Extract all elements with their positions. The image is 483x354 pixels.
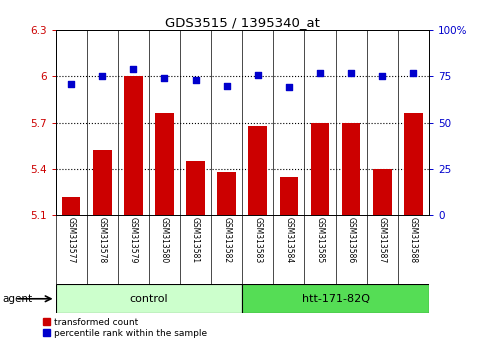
Point bbox=[67, 81, 75, 87]
Text: GSM313583: GSM313583 bbox=[253, 217, 262, 263]
Text: GSM313584: GSM313584 bbox=[284, 217, 293, 263]
Point bbox=[129, 66, 137, 72]
Text: htt-171-82Q: htt-171-82Q bbox=[301, 294, 369, 304]
Point bbox=[316, 70, 324, 75]
Point bbox=[410, 70, 417, 75]
Text: GSM313580: GSM313580 bbox=[160, 217, 169, 263]
Bar bbox=[186, 161, 205, 215]
Text: GSM313582: GSM313582 bbox=[222, 217, 231, 263]
Bar bbox=[342, 122, 360, 215]
Text: agent: agent bbox=[2, 294, 32, 304]
Point bbox=[347, 70, 355, 75]
Text: GSM313579: GSM313579 bbox=[129, 217, 138, 264]
Bar bbox=[155, 113, 174, 215]
Text: GSM313577: GSM313577 bbox=[67, 217, 76, 264]
Text: GSM313578: GSM313578 bbox=[98, 217, 107, 263]
Bar bbox=[217, 172, 236, 215]
Bar bbox=[242, 284, 429, 313]
Point bbox=[99, 74, 106, 79]
Point bbox=[160, 75, 168, 81]
Text: GSM313586: GSM313586 bbox=[347, 217, 355, 263]
Text: control: control bbox=[129, 294, 168, 304]
Point bbox=[285, 85, 293, 90]
Text: GSM313587: GSM313587 bbox=[378, 217, 387, 263]
Bar bbox=[311, 122, 329, 215]
Legend: transformed count, percentile rank within the sample: transformed count, percentile rank withi… bbox=[43, 318, 207, 338]
Point bbox=[192, 77, 199, 83]
Text: GSM313588: GSM313588 bbox=[409, 217, 418, 263]
Text: GSM313581: GSM313581 bbox=[191, 217, 200, 263]
Point bbox=[378, 74, 386, 79]
Point bbox=[254, 72, 262, 78]
Point bbox=[223, 83, 230, 88]
Title: GDS3515 / 1395340_at: GDS3515 / 1395340_at bbox=[165, 16, 320, 29]
Bar bbox=[93, 150, 112, 215]
Bar bbox=[404, 113, 423, 215]
Bar bbox=[248, 126, 267, 215]
Bar bbox=[124, 76, 142, 215]
Text: GSM313585: GSM313585 bbox=[315, 217, 325, 263]
Bar bbox=[280, 177, 298, 215]
Bar bbox=[56, 284, 242, 313]
Bar bbox=[62, 197, 81, 215]
Bar bbox=[373, 169, 392, 215]
